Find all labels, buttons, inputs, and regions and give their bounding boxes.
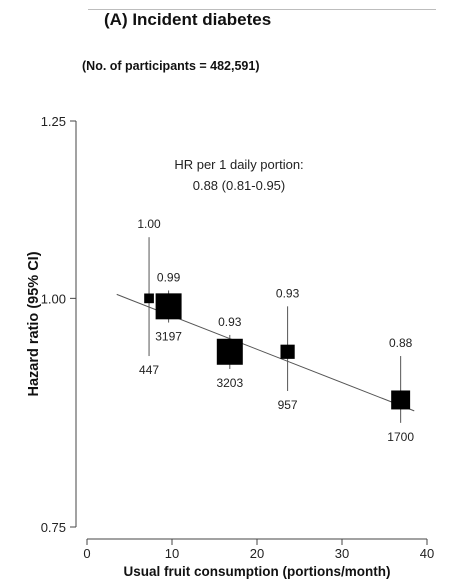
hr-point xyxy=(144,293,154,304)
panel-title: (A) Incident diabetes xyxy=(104,10,272,29)
hr-point xyxy=(155,293,182,320)
hr-value-label: 1.00 xyxy=(137,217,161,231)
y-tick-label: 0.75 xyxy=(41,520,66,535)
case-count-label: 957 xyxy=(278,398,298,412)
x-tick-label: 40 xyxy=(420,546,434,561)
case-count-label: 3197 xyxy=(155,330,182,344)
participants-count: (No. of participants = 482,591) xyxy=(82,59,260,73)
hr-point xyxy=(216,338,243,365)
hr-value-label: 0.88 xyxy=(389,336,413,350)
hr-value-label: 0.93 xyxy=(276,286,300,300)
case-count-label: 447 xyxy=(139,363,159,377)
x-tick-label: 20 xyxy=(250,546,264,561)
case-count-label: 3203 xyxy=(216,376,243,390)
y-axis-label: Hazard ratio (95% CI) xyxy=(26,251,42,396)
x-tick-label: 0 xyxy=(83,546,90,561)
hr-point xyxy=(280,344,295,359)
case-count-label: 1700 xyxy=(387,430,414,444)
x-tick-label: 10 xyxy=(165,546,179,561)
y-tick-label: 1.25 xyxy=(41,114,66,129)
hr-value-label: 0.93 xyxy=(218,315,242,329)
top-divider xyxy=(88,9,436,10)
y-tick-label: 1.00 xyxy=(41,291,66,306)
x-axis-label: Usual fruit consumption (portions/month) xyxy=(124,564,391,579)
x-tick-label: 30 xyxy=(335,546,349,561)
hr-annotation-line1: HR per 1 daily portion: xyxy=(174,157,303,172)
hr-annotation-line2: 0.88 (0.81-0.95) xyxy=(193,178,286,193)
hr-value-label: 0.99 xyxy=(157,270,181,284)
hr-point xyxy=(391,390,411,410)
